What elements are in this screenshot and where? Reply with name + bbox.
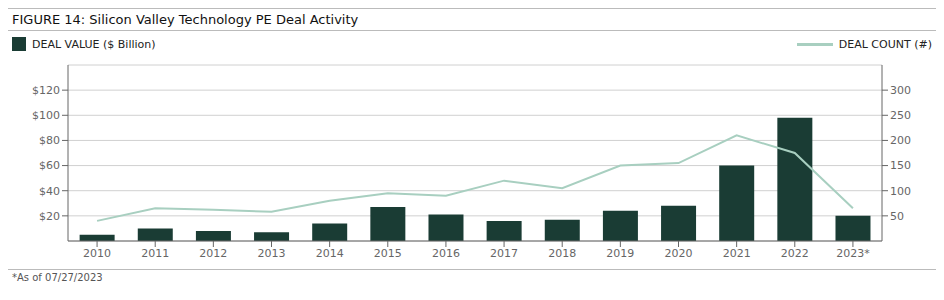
svg-text:2022: 2022: [781, 247, 809, 260]
svg-text:2021: 2021: [723, 247, 751, 260]
svg-text:2023*: 2023*: [836, 247, 870, 260]
svg-text:$80: $80: [39, 134, 60, 147]
html-text:*As of 07/27/2023: *As of 07/27/2023: [12, 272, 103, 283]
svg-text:150: 150: [890, 159, 911, 172]
svg-text:2016: 2016: [432, 247, 460, 260]
svg-text:2013: 2013: [258, 247, 286, 260]
svg-text:2020: 2020: [665, 247, 693, 260]
svg-text:2014: 2014: [316, 247, 344, 260]
svg-text:$40: $40: [39, 185, 60, 198]
svg-text:100: 100: [890, 185, 911, 198]
svg-text:2012: 2012: [199, 247, 227, 260]
svg-text:$20: $20: [39, 210, 60, 223]
svg-text:2015: 2015: [374, 247, 402, 260]
svg-text:2011: 2011: [141, 247, 169, 260]
svg-text:2018: 2018: [548, 247, 576, 260]
svg-text:2019: 2019: [606, 247, 634, 260]
svg-text:$100: $100: [32, 109, 60, 122]
svg-text:2017: 2017: [490, 247, 518, 260]
html-text:DEAL VALUE ($ Billion): DEAL VALUE ($ Billion): [32, 37, 156, 51]
svg-text:250: 250: [890, 109, 911, 122]
svg-text:50: 50: [890, 210, 904, 223]
svg-text:200: 200: [890, 134, 911, 147]
svg-text:$120: $120: [32, 84, 60, 97]
html-text:FIGURE 14: Silicon Valley Tech: FIGURE 14: Silicon Valley Technology PE …: [12, 12, 359, 27]
html-text:DEAL COUNT (#): DEAL COUNT (#): [838, 37, 932, 51]
svg-text:2010: 2010: [83, 247, 111, 260]
svg-text:300: 300: [890, 84, 911, 97]
svg-text:$60: $60: [39, 159, 60, 172]
